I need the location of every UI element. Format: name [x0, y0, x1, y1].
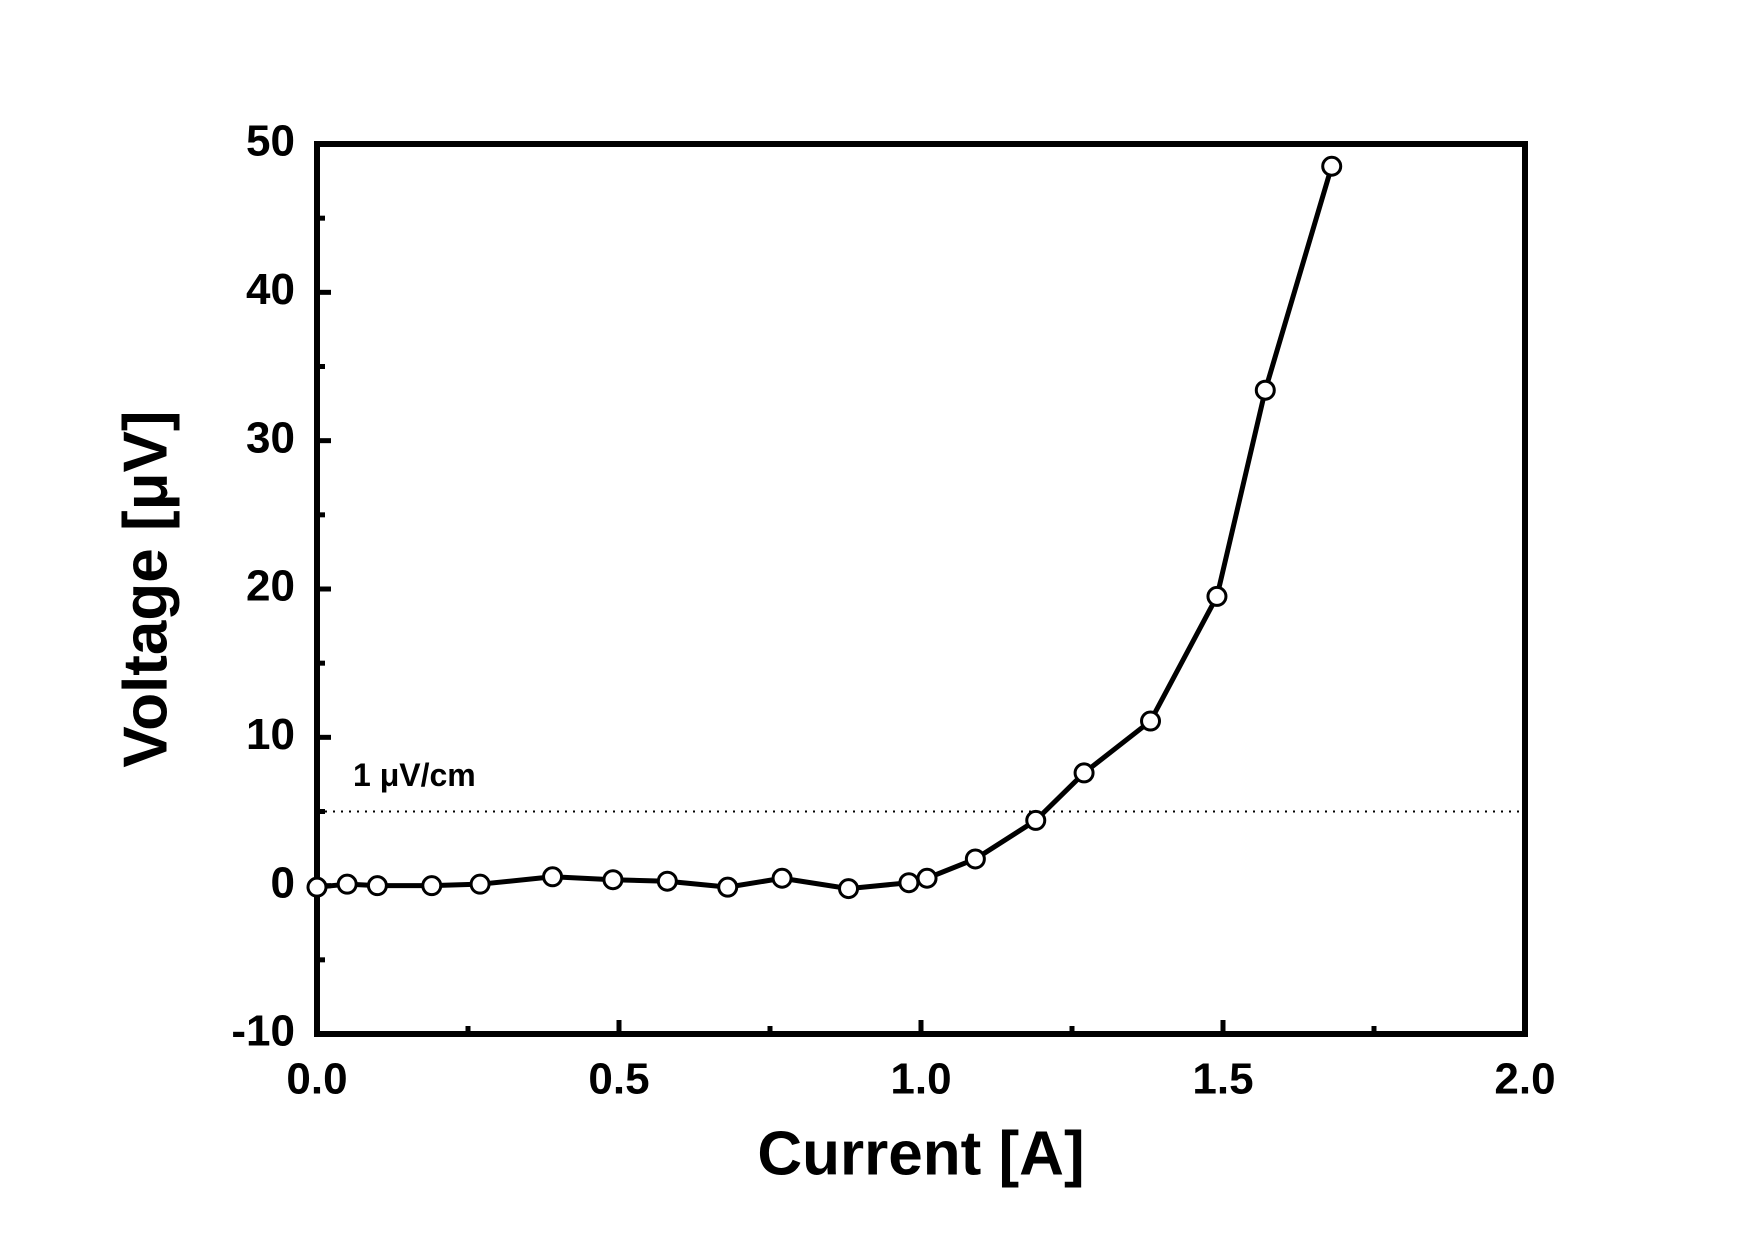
data-point: [469, 873, 491, 895]
x-tick-label: 0.0: [286, 1055, 347, 1104]
data-point: [336, 873, 358, 895]
data-point: [916, 867, 938, 889]
x-tick-label: 1.5: [1192, 1055, 1253, 1104]
y-tick-label: 40: [246, 265, 295, 314]
data-point: [1140, 710, 1162, 732]
data-point: [306, 876, 328, 898]
data-point: [366, 875, 388, 897]
data-point: [964, 848, 986, 870]
y-tick-label: -10: [231, 1007, 295, 1056]
data-point: [421, 875, 443, 897]
data-point: [656, 870, 678, 892]
data-point: [838, 878, 860, 900]
data-point: [1025, 809, 1047, 831]
data-point: [1206, 585, 1228, 607]
y-tick-label: 20: [246, 562, 295, 611]
data-point: [771, 867, 793, 889]
plot-frame: [314, 141, 1528, 1037]
data-point: [898, 872, 920, 894]
data-point: [602, 869, 624, 891]
y-tick-label: 0: [271, 858, 295, 907]
data-point: [542, 866, 564, 888]
x-tick-label: 0.5: [588, 1055, 649, 1104]
y-tick-label: 30: [246, 413, 295, 462]
data-point: [1073, 762, 1095, 784]
y-axis-title: Voltage [μV]: [111, 410, 180, 767]
y-tick-label: 50: [246, 117, 295, 166]
data-point: [1254, 379, 1276, 401]
x-tick-label: 1.0: [890, 1055, 951, 1104]
y-tick-label: 10: [246, 710, 295, 759]
data-point: [1321, 155, 1343, 177]
data-point: [717, 876, 739, 898]
reference-label: 1 μV/cm: [353, 757, 476, 793]
x-tick-label: 2.0: [1494, 1055, 1555, 1104]
x-axis-title: Current [A]: [757, 1119, 1084, 1188]
